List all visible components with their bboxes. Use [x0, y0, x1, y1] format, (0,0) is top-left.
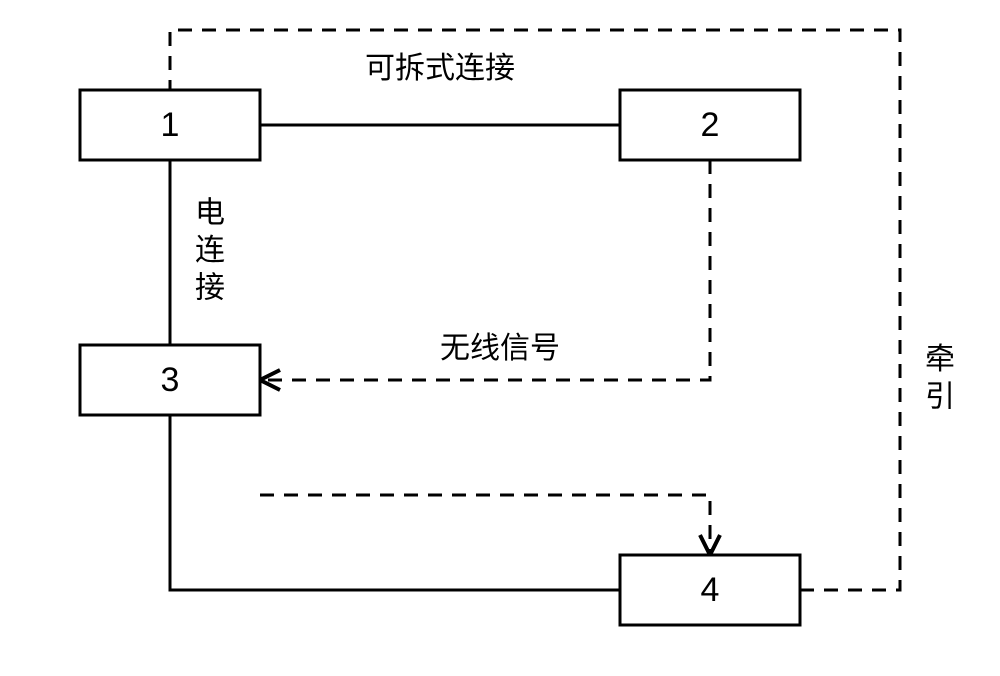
- edge-3-4-dashed: [260, 495, 710, 555]
- svg-text:引: 引: [925, 381, 955, 414]
- svg-text:连: 连: [195, 234, 225, 267]
- node-2: 2: [620, 90, 800, 160]
- svg-text:牵: 牵: [925, 343, 955, 376]
- node-1: 1: [80, 90, 260, 160]
- edge-3-4: [170, 415, 620, 590]
- edge-labels: 可拆式连接 无线信号 电连接 牵引: [195, 52, 955, 414]
- label-1-2: 可拆式连接: [365, 52, 515, 85]
- node-4: 4: [620, 555, 800, 625]
- node-3-label: 3: [161, 361, 180, 399]
- node-2-label: 2: [701, 106, 720, 144]
- block-diagram: 1 2 3 4 可拆式连接 无线信号 电连接 牵引: [0, 0, 1000, 676]
- svg-text:电: 电: [195, 196, 225, 229]
- label-2-3: 无线信号: [440, 332, 560, 365]
- node-1-label: 1: [161, 106, 180, 144]
- node-3: 3: [80, 345, 260, 415]
- node-4-label: 4: [701, 571, 720, 609]
- label-1-3: 电连接: [195, 196, 225, 304]
- svg-text:接: 接: [195, 271, 225, 304]
- label-4-1: 牵引: [925, 343, 955, 414]
